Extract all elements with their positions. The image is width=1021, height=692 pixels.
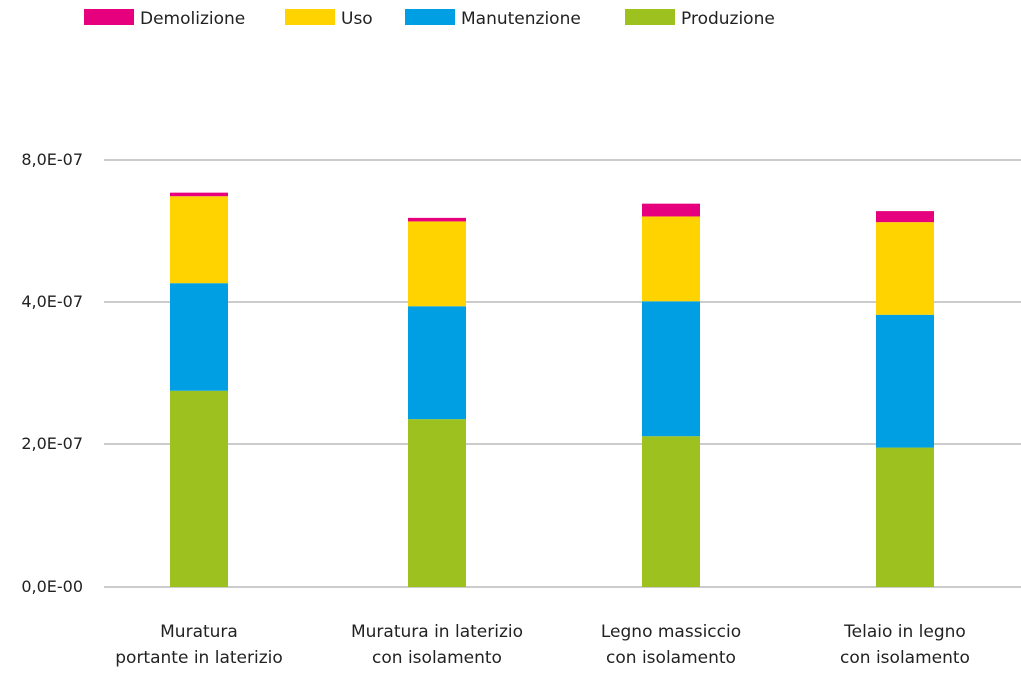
legend-label-uso: Uso — [341, 9, 373, 29]
bar-segment-manutenzione — [642, 301, 700, 437]
bar-segment-produzione — [408, 419, 466, 587]
bar-segment-manutenzione — [408, 306, 466, 420]
category-label: con isolamento — [372, 648, 502, 668]
x-axis-category-labels: Muratura portante in laterizio Muratura in… — [115, 622, 970, 668]
category-label: portante in laterizio — [115, 648, 283, 668]
bar-segment-demolizione — [876, 211, 934, 223]
gridlines — [104, 159, 1021, 588]
category-label: con isolamento — [840, 648, 970, 668]
bar-segment-produzione — [170, 390, 228, 587]
y-axis-tick-labels: 0,0E-00 2,0E-07 4,0E-07 8,0E-07 — [21, 150, 83, 596]
legend-swatch-produzione — [625, 9, 675, 25]
y-tick-label: 8,0E-07 — [21, 150, 83, 169]
bar-segment-manutenzione — [170, 283, 228, 391]
bar-segment-produzione — [876, 447, 934, 587]
category-label: Telaio in legno — [843, 622, 966, 642]
category-label: Muratura — [160, 622, 238, 642]
y-tick-label: 4,0E-07 — [21, 292, 83, 311]
bar-segment-uso — [408, 221, 466, 307]
legend-label-produzione: Produzione — [681, 9, 775, 29]
legend-swatch-manutenzione — [405, 9, 455, 25]
legend: Demolizione Uso Manutenzione Produzione — [84, 9, 775, 29]
category-label: Muratura in laterizio — [351, 622, 523, 642]
bar-segment-uso — [170, 196, 228, 284]
bar-segment-manutenzione — [876, 314, 934, 448]
legend-label-demolizione: Demolizione — [140, 9, 245, 29]
bar-segment-demolizione — [642, 203, 700, 217]
y-tick-label: 0,0E-00 — [21, 577, 83, 596]
category-label: con isolamento — [606, 648, 736, 668]
bars — [170, 192, 934, 587]
y-tick-label: 2,0E-07 — [21, 434, 83, 453]
legend-swatch-uso — [285, 9, 335, 25]
bar-segment-demolizione — [170, 192, 228, 197]
category-label: Legno massiccio — [601, 622, 741, 642]
bar-segment-uso — [876, 222, 934, 315]
bar-segment-uso — [642, 216, 700, 302]
legend-label-manutenzione: Manutenzione — [461, 9, 581, 29]
legend-swatch-demolizione — [84, 9, 134, 25]
bar-segment-demolizione — [408, 217, 466, 222]
bar-segment-produzione — [642, 436, 700, 587]
